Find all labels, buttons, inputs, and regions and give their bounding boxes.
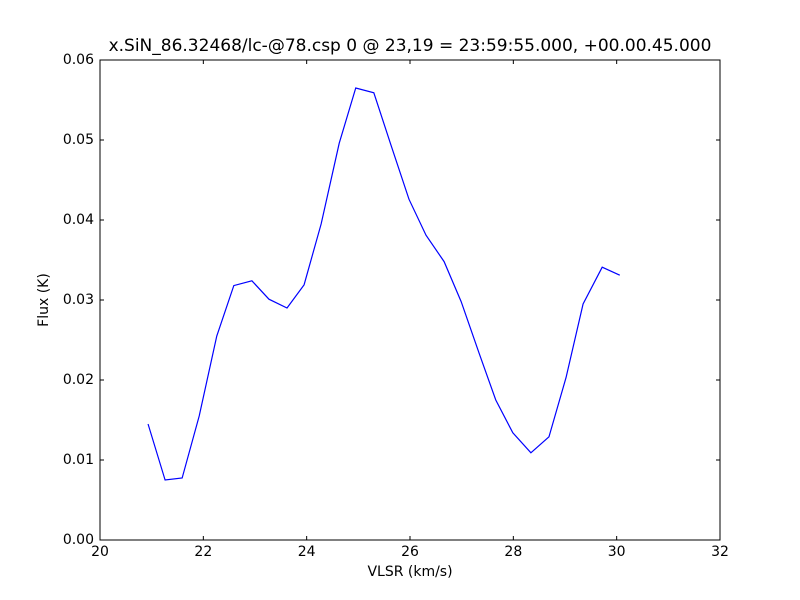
x-tick-label: 32 — [711, 544, 729, 560]
y-axis-label: Flux (K) — [36, 273, 52, 327]
y-tick-label: 0.02 — [63, 372, 94, 388]
x-tick-label: 24 — [298, 544, 316, 560]
x-axis-label: VLSR (km/s) — [367, 564, 452, 580]
y-tick-label: 0.00 — [63, 532, 94, 548]
x-tick-label: 20 — [91, 544, 109, 560]
x-tick-label: 26 — [401, 544, 419, 560]
data-line — [147, 87, 621, 481]
y-tick-label: 0.03 — [63, 292, 94, 308]
y-tick-label: 0.01 — [63, 452, 94, 468]
x-tick-label: 22 — [194, 544, 212, 560]
x-tick-label: 30 — [608, 544, 626, 560]
chart-title: x.SiN_86.32468/lc-@78.csp 0 @ 23,19 = 23… — [109, 36, 712, 56]
y-tick-label: 0.05 — [63, 132, 94, 148]
y-tick-label: 0.06 — [63, 52, 94, 68]
y-tick-label: 0.04 — [63, 212, 94, 228]
x-tick-label: 28 — [504, 544, 522, 560]
